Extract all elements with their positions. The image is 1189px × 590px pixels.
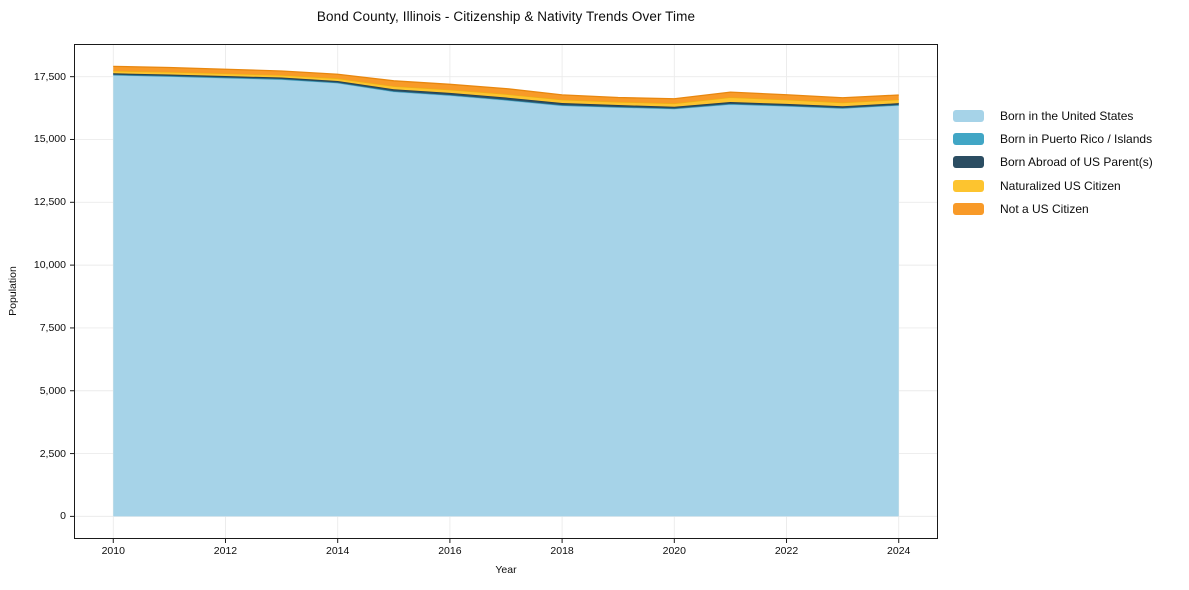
y-tick-label: 17,500 [33, 70, 66, 83]
y-tick-label: 7,500 [39, 321, 66, 334]
legend: Born in the United States Born in Puerto … [953, 104, 1153, 220]
y-tick-label: 0 [60, 510, 66, 523]
y-tick-label: 2,500 [39, 447, 66, 460]
legend-swatch-icon [953, 202, 984, 215]
x-tick-label: 2018 [550, 545, 574, 557]
legend-item-not-a-us-citizen: Not a US Citizen [953, 197, 1153, 220]
y-axis-label: Population [7, 266, 19, 316]
legend-swatch-icon [953, 132, 984, 145]
legend-swatch-icon [953, 179, 984, 192]
legend-label: Born in the United States [1000, 108, 1134, 123]
y-tick-label: 12,500 [33, 196, 66, 209]
stacked-area-chart [70, 44, 938, 543]
x-tick-label: 2020 [662, 545, 686, 557]
x-tick-label: 2024 [887, 545, 911, 557]
legend-item-naturalized-us-citizen: Naturalized US Citizen [953, 174, 1153, 197]
legend-label: Naturalized US Citizen [1000, 178, 1121, 193]
legend-item-born-in-puerto-rico-islands: Born in Puerto Rico / Islands [953, 127, 1153, 150]
x-tick-label: 2012 [213, 545, 238, 557]
plot-border [74, 44, 938, 539]
legend-swatch-icon [953, 156, 984, 169]
y-tick-label: 5,000 [39, 384, 66, 397]
area-not-a-us-citizen [113, 66, 899, 104]
x-axis-label: Year [495, 564, 517, 576]
x-tick-label: 2022 [774, 545, 799, 557]
plot-area [70, 44, 938, 543]
legend-item-born-abroad-of-us-parent-s: Born Abroad of US Parent(s) [953, 151, 1153, 174]
x-tick-label: 2014 [326, 545, 350, 557]
legend-label: Born in Puerto Rico / Islands [1000, 131, 1153, 146]
area-edge-not-a-us-citizen [113, 65, 899, 100]
area-born-in-the-united-states [113, 75, 899, 517]
x-tick-label: 2016 [438, 545, 462, 557]
chart-title: Bond County, Illinois - Citizenship & Na… [316, 9, 696, 24]
legend-swatch-icon [953, 109, 984, 122]
y-tick-label: 10,000 [33, 259, 66, 272]
legend-item-born-in-the-united-states: Born in the United States [953, 104, 1153, 127]
y-tick-label: 15,000 [33, 133, 66, 146]
legend-label: Not a US Citizen [1000, 201, 1089, 216]
legend-label: Born Abroad of US Parent(s) [1000, 155, 1153, 170]
area-naturalized-us-citizen [113, 70, 899, 107]
x-tick-label: 2010 [101, 545, 125, 557]
